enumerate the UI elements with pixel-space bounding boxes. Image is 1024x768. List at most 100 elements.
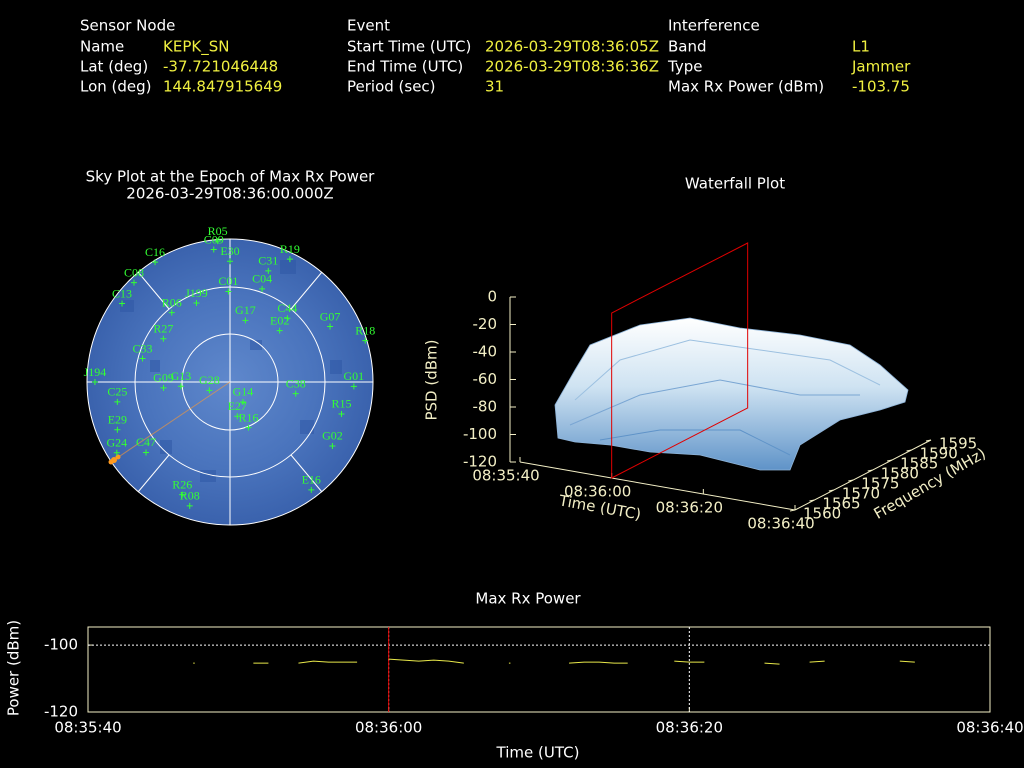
time-tick-label: 08:36:20 <box>656 499 723 517</box>
field-value: KEPK_SN <box>163 38 229 57</box>
satellite-label: C47 <box>136 435 156 449</box>
satellite-marker <box>114 398 121 405</box>
satellite-marker <box>119 300 126 307</box>
x-tick-label: 08:36:20 <box>656 719 723 737</box>
satellite-label: R15 <box>331 397 351 411</box>
field-value: 2026-03-29T08:36:36Z <box>485 58 659 76</box>
satellite-marker <box>179 491 186 498</box>
field-value: 31 <box>485 78 504 96</box>
freq-tick <box>906 449 912 452</box>
sky-grid <box>86 238 374 526</box>
satellite-label: E27 <box>228 399 247 413</box>
satellite-marker <box>143 449 150 456</box>
freq-tick-label: 1570 <box>842 485 880 503</box>
satellite-label: R16 <box>238 410 258 424</box>
z-tick-label: -100 <box>463 425 497 443</box>
field-label: Max Rx Power (dBm) <box>668 78 824 96</box>
satellite-label: G02 <box>322 429 343 443</box>
freq-tick-label: 1580 <box>881 465 919 483</box>
satellite-marker <box>186 502 193 509</box>
z-tick-label: -120 <box>463 453 497 471</box>
satellite-label: R26 <box>172 477 192 491</box>
satellite-marker <box>259 285 266 292</box>
x-tick-label: 08:36:40 <box>956 719 1023 737</box>
satellite-label: C04 <box>252 272 272 286</box>
field-value: Jammer <box>851 58 911 76</box>
z-tick-label: -20 <box>473 315 498 333</box>
power-line <box>193 658 915 665</box>
satellite-label: R06 <box>162 295 182 309</box>
waterfall-title: Waterfall Plot <box>685 175 785 193</box>
field-label: Period (sec) <box>347 78 436 96</box>
z-tick-label: 0 <box>487 288 497 306</box>
satellite-label: G09 <box>153 371 174 385</box>
satellite-label: C16 <box>145 245 165 259</box>
satellite-marker <box>160 335 167 342</box>
satellite-label: G17 <box>235 303 256 317</box>
satellite-marker <box>114 426 121 433</box>
satellite-label: R27 <box>153 321 173 335</box>
satellite-label: J194 <box>84 365 107 379</box>
epoch-plane <box>611 242 749 479</box>
freq-tick <box>867 469 873 472</box>
time-tick-label: 08:35:40 <box>472 467 539 485</box>
satellite-marker <box>292 390 299 397</box>
sky-texture <box>120 260 342 482</box>
satellite-marker <box>227 258 233 265</box>
satellite-label: G14 <box>233 385 254 399</box>
satellite-marker <box>242 317 249 324</box>
satellite-label: E16 <box>302 473 321 487</box>
section-title: Event <box>347 17 390 35</box>
field-label: End Time (UTC) <box>347 58 463 76</box>
jammer-marks <box>108 454 121 465</box>
satellite-label: C08 <box>124 265 144 279</box>
time-axis <box>519 461 796 511</box>
z-tick-label: -60 <box>473 370 498 388</box>
satellite-label: C31 <box>258 254 278 268</box>
satellite-marker <box>139 355 146 362</box>
satellite-marker <box>265 267 272 274</box>
satellite-marker <box>225 288 232 295</box>
field-label: Name <box>80 38 124 56</box>
satellite-label: R08 <box>180 489 200 503</box>
satellite-label: C01 <box>218 274 238 288</box>
z-axis-label: PSD (dBm) <box>423 339 441 420</box>
x-tick-label: 08:36:00 <box>355 719 422 737</box>
chart-title: Max Rx Power <box>475 590 581 608</box>
satellite-marker <box>113 449 120 456</box>
satellite-label: R05 <box>208 224 228 238</box>
satellite-marker <box>210 246 217 253</box>
sky-subtitle: 2026-03-29T08:36:00.000Z <box>126 185 333 203</box>
freq-tick <box>809 499 815 502</box>
satellite-label: C09 <box>204 232 224 246</box>
satellite-marker <box>168 309 175 316</box>
satellite-label: C44 <box>277 301 297 315</box>
x-tick-label: 08:35:40 <box>54 719 121 737</box>
satellite-marker <box>362 337 369 344</box>
satellite-label: J199 <box>185 286 208 300</box>
field-value: L1 <box>852 38 870 56</box>
satellite-marker <box>350 383 357 390</box>
satellite-marker <box>206 387 213 394</box>
freq-tick-label: 1590 <box>920 445 958 463</box>
freq-tick <box>925 439 932 442</box>
satellite-label: C13 <box>112 286 132 300</box>
freq-tick <box>828 489 834 492</box>
z-tick-label: -40 <box>473 343 498 361</box>
field-label: Lat (deg) <box>80 58 148 76</box>
satellite-label: C33 <box>133 341 153 355</box>
waterfall-surface <box>554 317 909 471</box>
satellite-marker <box>177 383 184 390</box>
satellite-marker <box>130 279 137 286</box>
satellite-label: R18 <box>355 323 375 337</box>
satellite-marker <box>160 384 167 391</box>
freq-tick <box>887 459 893 462</box>
satellite-marker <box>91 379 98 385</box>
field-label: Lon (deg) <box>80 78 152 96</box>
jammer-direction <box>113 381 231 461</box>
y-axis-label: Power (dBm) <box>5 620 23 716</box>
satellite-marker <box>286 256 293 263</box>
satellite-label: G01 <box>344 369 365 383</box>
satellite-marker <box>239 398 246 405</box>
